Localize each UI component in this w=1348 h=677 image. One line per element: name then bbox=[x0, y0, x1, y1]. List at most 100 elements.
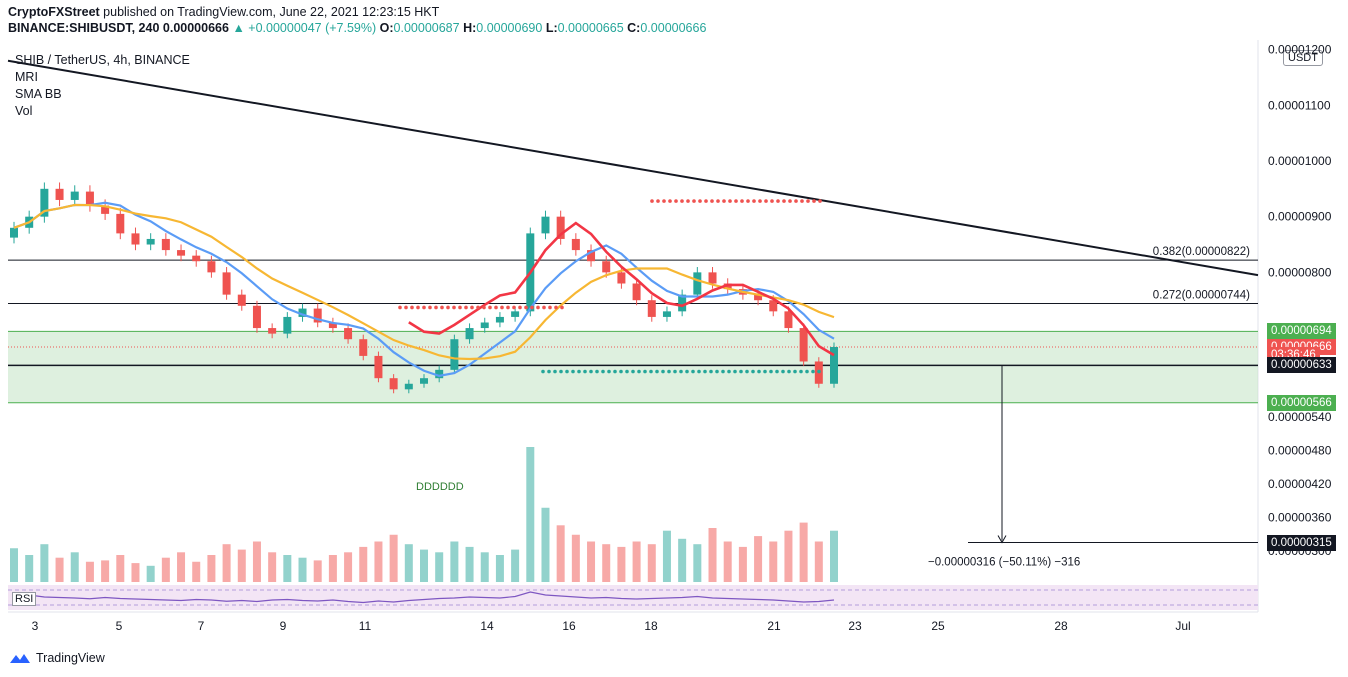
resistance-dot bbox=[506, 305, 510, 310]
resistance-dot bbox=[680, 199, 684, 203]
support-dot bbox=[655, 369, 659, 374]
resistance-dot bbox=[656, 199, 660, 203]
ohlc-line: BINANCE:SHIBUSDT, 240 0.00000666 ▲ +0.00… bbox=[8, 20, 706, 36]
volume-bar bbox=[723, 541, 732, 582]
resistance-dot bbox=[770, 199, 774, 203]
open-value: 0.00000687 bbox=[393, 21, 460, 35]
resistance-dot bbox=[536, 305, 540, 310]
volume-bar bbox=[146, 565, 155, 582]
candle-body bbox=[328, 322, 337, 329]
volume-bar bbox=[738, 546, 747, 582]
legend-title[interactable]: SHIB / TetherUS, 4h, BINANCE bbox=[15, 53, 190, 67]
candle-body bbox=[769, 300, 778, 312]
x-tick-label: Jul bbox=[1175, 619, 1190, 633]
resistance-dot bbox=[728, 199, 732, 203]
resistance-dot bbox=[704, 199, 708, 203]
volume-bar bbox=[101, 560, 110, 582]
candle-body bbox=[830, 347, 838, 384]
candle-body bbox=[359, 339, 368, 356]
legend-indicator-mri[interactable]: MRI bbox=[15, 70, 38, 84]
support-dot bbox=[793, 369, 797, 374]
volume-bar bbox=[754, 536, 763, 582]
volume-bar bbox=[10, 548, 18, 582]
volume-bar bbox=[374, 541, 383, 582]
support-dot bbox=[601, 369, 605, 374]
resistance-dot bbox=[446, 305, 450, 310]
volume-bar bbox=[587, 541, 596, 582]
candle-body bbox=[283, 316, 292, 334]
publisher-name[interactable]: CryptoFXStreet bbox=[8, 5, 100, 19]
volume-bar bbox=[116, 555, 125, 582]
support-dot bbox=[577, 369, 581, 374]
resistance-dot bbox=[422, 305, 426, 310]
support-dot bbox=[547, 369, 551, 374]
volume-bar bbox=[25, 555, 34, 582]
volume-bar bbox=[344, 552, 353, 582]
support-dot bbox=[697, 369, 701, 374]
resistance-dot bbox=[560, 305, 564, 310]
support-dot bbox=[685, 369, 689, 374]
resistance-dot bbox=[440, 305, 444, 310]
candle-body bbox=[55, 188, 64, 200]
resistance-dot bbox=[404, 305, 408, 310]
legend-indicator-vol[interactable]: Vol bbox=[15, 104, 33, 118]
resistance-dot bbox=[524, 305, 528, 310]
rsi-label[interactable]: RSI bbox=[12, 592, 37, 606]
support-dot bbox=[751, 369, 755, 374]
candle-body bbox=[617, 272, 626, 284]
y-tick-label: 0.00000800 bbox=[1268, 265, 1332, 279]
volume-bar bbox=[678, 538, 687, 582]
support-dot bbox=[631, 369, 635, 374]
currency-button[interactable]: USDT bbox=[1283, 50, 1323, 66]
candle-body bbox=[435, 369, 444, 379]
resistance-dot bbox=[812, 199, 816, 203]
x-tick-label: 16 bbox=[562, 619, 576, 633]
volume-bar bbox=[252, 541, 261, 582]
support-dot bbox=[559, 369, 563, 374]
resistance-dot bbox=[806, 199, 810, 203]
x-tick-label: 5 bbox=[116, 619, 123, 633]
legend-indicator-sma-bb[interactable]: SMA BB bbox=[15, 87, 62, 101]
volume-bar bbox=[268, 552, 277, 582]
candle-body bbox=[177, 250, 186, 256]
support-dot bbox=[565, 369, 569, 374]
support-dot bbox=[607, 369, 611, 374]
x-tick-label: 18 bbox=[644, 619, 658, 633]
volume-bar bbox=[799, 522, 808, 582]
volume-bar bbox=[526, 447, 535, 582]
support-dot bbox=[775, 369, 779, 374]
publish-line: CryptoFXStreet published on TradingView.… bbox=[8, 4, 706, 20]
price-tag: 0.00000694 bbox=[1267, 323, 1336, 340]
open-label: O: bbox=[379, 21, 394, 35]
brand-name[interactable]: TradingView bbox=[36, 651, 105, 665]
high-value: 0.00000690 bbox=[476, 21, 543, 35]
resistance-dot bbox=[782, 199, 786, 203]
volume-bar bbox=[177, 552, 186, 582]
volume-bar bbox=[495, 555, 504, 582]
candle-body bbox=[101, 205, 110, 214]
volume-bar bbox=[328, 555, 337, 582]
volume-bar bbox=[298, 557, 307, 582]
resistance-dot bbox=[530, 305, 534, 310]
volume-bar bbox=[465, 546, 474, 582]
sma-blue-line bbox=[13, 201, 835, 378]
resistance-dot bbox=[752, 199, 756, 203]
support-dot bbox=[595, 369, 599, 374]
resistance-dot bbox=[434, 305, 438, 310]
close-label: C: bbox=[627, 21, 641, 35]
volume-bar bbox=[784, 530, 793, 582]
candle-body bbox=[374, 355, 383, 379]
y-tick-label: 0.00001000 bbox=[1268, 154, 1332, 168]
support-dot bbox=[721, 369, 725, 374]
support-dot bbox=[787, 369, 791, 374]
candle-body bbox=[450, 339, 459, 370]
support-dot bbox=[589, 369, 593, 374]
resistance-dot bbox=[482, 305, 486, 310]
support-dot bbox=[805, 369, 809, 374]
high-label: H: bbox=[463, 21, 477, 35]
candle-body bbox=[344, 328, 353, 340]
resistance-dot bbox=[554, 305, 558, 310]
volume-bar bbox=[85, 561, 94, 582]
y-tick-label: 0.00001100 bbox=[1268, 98, 1331, 112]
